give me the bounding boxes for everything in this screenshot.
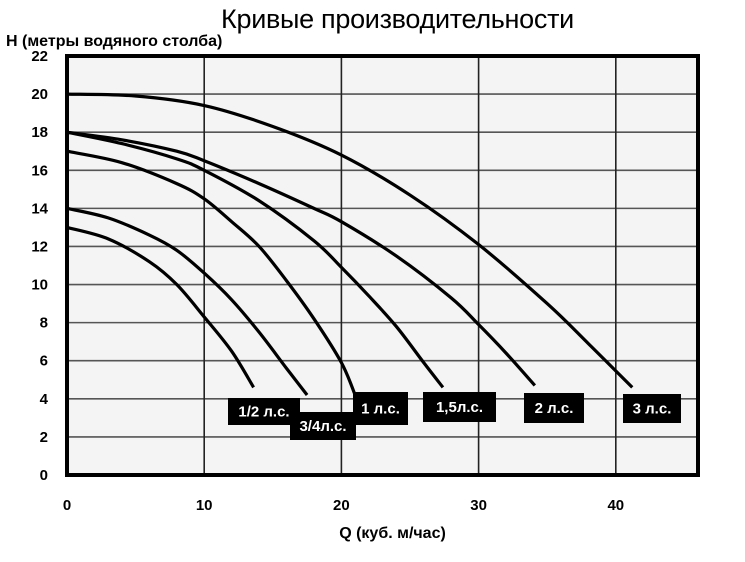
curve-label: 1,5л.с. (423, 392, 496, 422)
curve-label: 1 л.с. (353, 392, 408, 425)
y-axis-label: H (метры водяного столба) (6, 33, 223, 50)
svg-text:1,5л.с.: 1,5л.с. (436, 399, 483, 416)
curve-3-4л-с- (66, 206, 309, 396)
y-tick-label: 20 (31, 86, 48, 103)
y-tick-label: 18 (31, 124, 48, 141)
curve-3-л-с- (66, 92, 634, 389)
y-tick-label: 8 (40, 315, 48, 332)
y-tick-label: 0 (40, 467, 48, 484)
y-tick-label: 12 (31, 238, 48, 255)
grid-lines (67, 56, 698, 475)
curve-1-л-с- (66, 149, 357, 396)
plot-frame (65, 54, 700, 477)
x-tick-label: 40 (607, 497, 624, 514)
svg-text:3/4л.с.: 3/4л.с. (299, 418, 346, 435)
y-tick-label: 14 (31, 200, 48, 217)
curve-1-2-л-с- (66, 225, 255, 389)
y-tick-label: 6 (40, 353, 48, 370)
chart-title: Кривые производительности (221, 4, 574, 34)
y-tick-label: 16 (31, 162, 48, 179)
curve-labels: 1/2 л.с. 3/4л.с. 1 л.с. 1,5л.с. 2 л.с. 3 л.с. (228, 392, 681, 440)
y-tick-label: 10 (31, 277, 48, 294)
x-axis-ticks: 0 10 20 30 40 (63, 497, 624, 514)
svg-text:1 л.с.: 1 л.с. (361, 401, 400, 418)
curve-1-5л-с- (66, 130, 445, 389)
svg-text:2 л.с.: 2 л.с. (535, 400, 574, 417)
curve-label: 2 л.с. (524, 393, 584, 423)
x-tick-label: 10 (196, 497, 213, 514)
curve-label: 3 л.с. (623, 394, 681, 423)
y-tick-label: 2 (40, 429, 48, 446)
y-tick-label: 4 (40, 391, 49, 408)
svg-text:1/2 л.с.: 1/2 л.с. (238, 404, 289, 421)
x-axis-label: Q (куб. м/час) (339, 525, 446, 542)
curve-label: 1/2 л.с. (228, 398, 300, 425)
x-tick-label: 0 (63, 497, 71, 514)
y-tick-label: 22 (31, 48, 48, 65)
pump-curves (66, 92, 634, 396)
svg-text:3 л.с.: 3 л.с. (633, 401, 672, 418)
x-tick-label: 20 (333, 497, 350, 514)
curve-2-л-с- (66, 130, 537, 387)
y-axis-ticks: 0 2 4 6 8 10 12 14 16 18 20 22 (31, 48, 48, 484)
curve-label: 3/4л.с. (290, 412, 356, 440)
x-tick-label: 30 (470, 497, 487, 514)
